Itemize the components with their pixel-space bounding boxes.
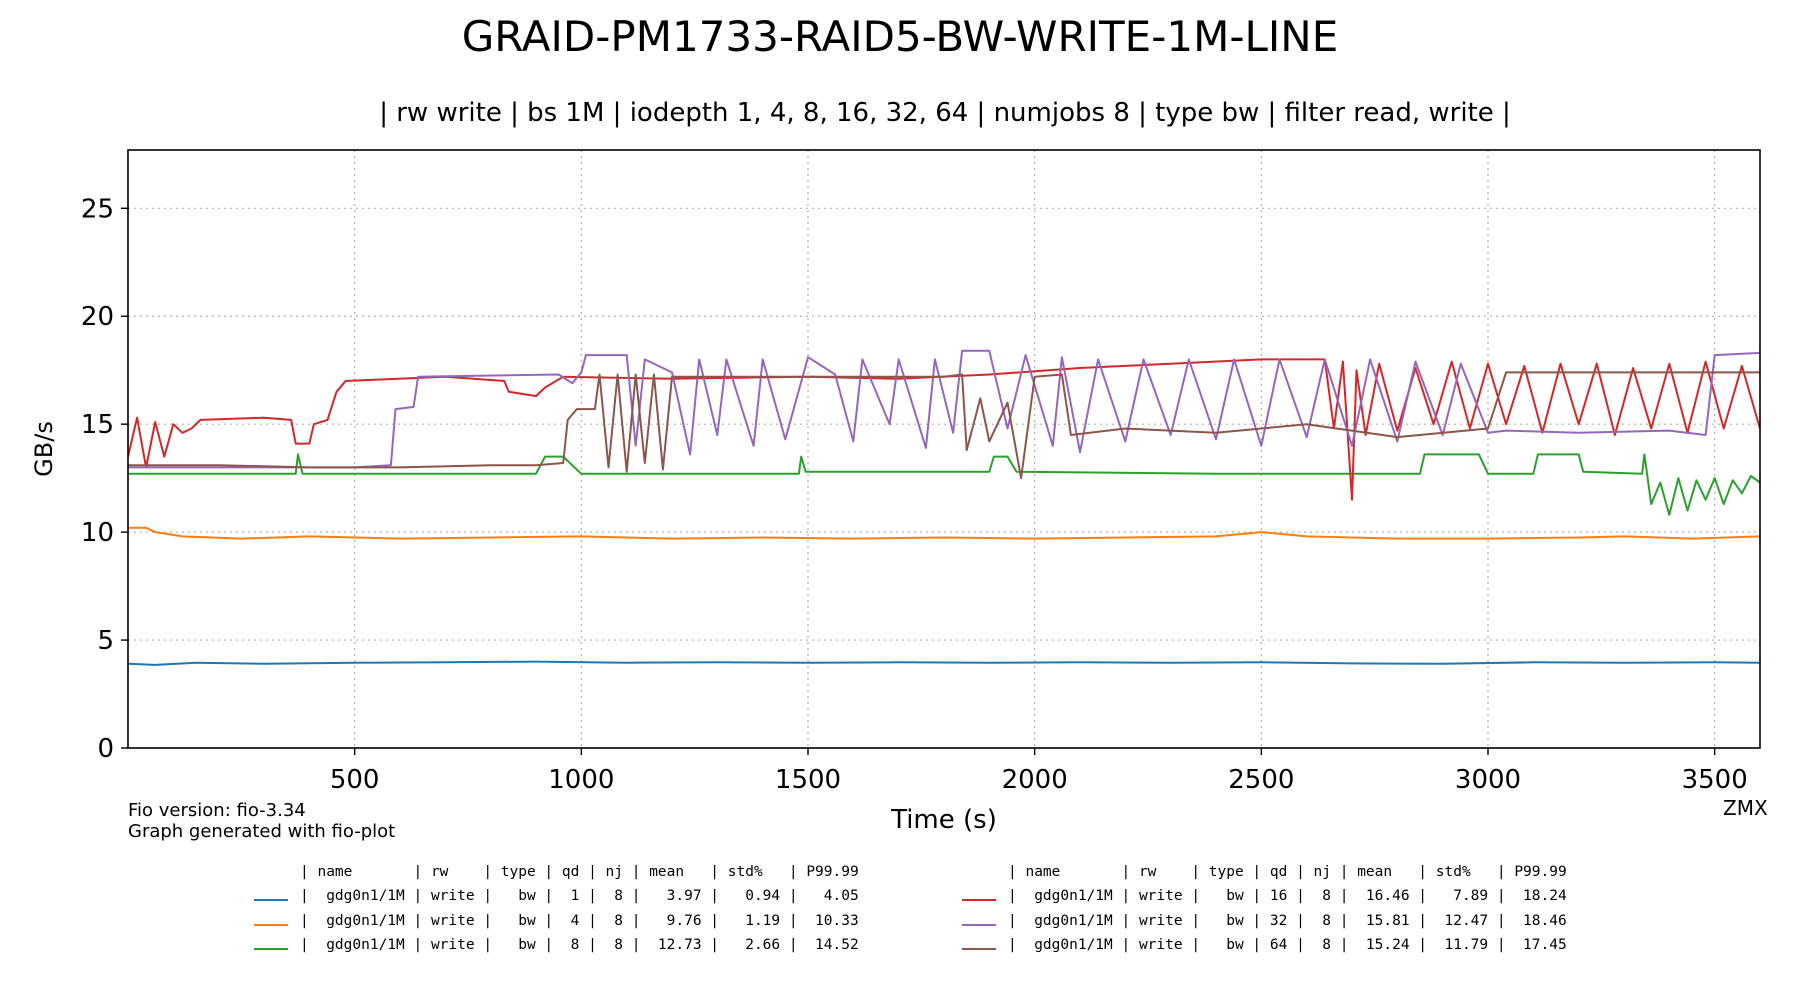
x-axis-label: Time (s) bbox=[890, 805, 997, 835]
series-line-qd-16 bbox=[127, 358, 1761, 501]
legend-header: | name | rw | type | qd | nj | mean | st… bbox=[300, 864, 859, 880]
y-axis-label: GB/s bbox=[30, 421, 58, 477]
x-tick-label: 2000 bbox=[1002, 765, 1068, 795]
gridlines bbox=[128, 150, 1760, 748]
y-tick-label: 20 bbox=[81, 302, 114, 332]
legend-swatch bbox=[254, 923, 288, 926]
y-tick-label: 15 bbox=[81, 410, 114, 440]
legend-header: | name | rw | type | qd | nj | mean | st… bbox=[1008, 864, 1567, 880]
x-tick-label: 1500 bbox=[775, 765, 841, 795]
x-tick-label: 1000 bbox=[548, 765, 614, 795]
series-line-qd-32 bbox=[128, 349, 1761, 469]
legend-swatch bbox=[962, 948, 996, 950]
legend-row: | gdg0n1/1M | write | bw | 1 | 8 | 3.97 … bbox=[300, 888, 859, 904]
series-line-qd-64 bbox=[128, 371, 1760, 480]
legend-swatch bbox=[962, 899, 996, 901]
y-tick-label: 5 bbox=[97, 626, 114, 656]
y-tick-label: 25 bbox=[81, 194, 114, 224]
axis-ticks: 500 1000 1500 2000 2500 3000 3500 0 5 10 15 20 25 bbox=[81, 194, 1748, 795]
x-tick-label: 500 bbox=[330, 765, 380, 795]
series-line-qd-1 bbox=[127, 660, 1761, 666]
generator-text: Graph generated with fio-plot bbox=[128, 821, 396, 842]
legend-row: | gdg0n1/1M | write | bw | 8 | 8 | 12.73… bbox=[300, 937, 859, 953]
y-tick-label: 0 bbox=[97, 734, 114, 764]
series-lines bbox=[127, 349, 1761, 666]
x-tick-label: 3500 bbox=[1682, 765, 1748, 795]
series-line-qd-8 bbox=[128, 453, 1761, 516]
fio-version-text: Fio version: fio-3.34 bbox=[128, 800, 306, 821]
legend-swatch bbox=[962, 923, 996, 926]
brand-mark: ZMX bbox=[1723, 796, 1768, 820]
legend-swatch bbox=[254, 948, 288, 950]
y-tick-label: 10 bbox=[81, 518, 114, 548]
series-line-qd-4 bbox=[128, 526, 1761, 540]
legend-row: | gdg0n1/1M | write | bw | 16 | 8 | 16.4… bbox=[1008, 888, 1567, 904]
x-tick-label: 3000 bbox=[1455, 765, 1521, 795]
legend-row: | gdg0n1/1M | write | bw | 64 | 8 | 15.2… bbox=[1008, 937, 1567, 953]
legend-swatch bbox=[254, 899, 288, 901]
chart-subtitle: | rw write | bs 1M | iodepth 1, 4, 8, 16… bbox=[379, 98, 1511, 128]
plot-frame bbox=[127, 149, 1761, 749]
legend-row: | gdg0n1/1M | write | bw | 4 | 8 | 9.76 … bbox=[300, 912, 859, 929]
chart-title: GRAID-PM1733-RAID5-BW-WRITE-1M-LINE bbox=[461, 12, 1339, 61]
legend-row: | gdg0n1/1M | write | bw | 32 | 8 | 15.8… bbox=[1008, 912, 1567, 929]
x-tick-label: 2500 bbox=[1228, 765, 1294, 795]
footer-info: Fio version: fio-3.34 Graph generated wi… bbox=[128, 800, 395, 842]
